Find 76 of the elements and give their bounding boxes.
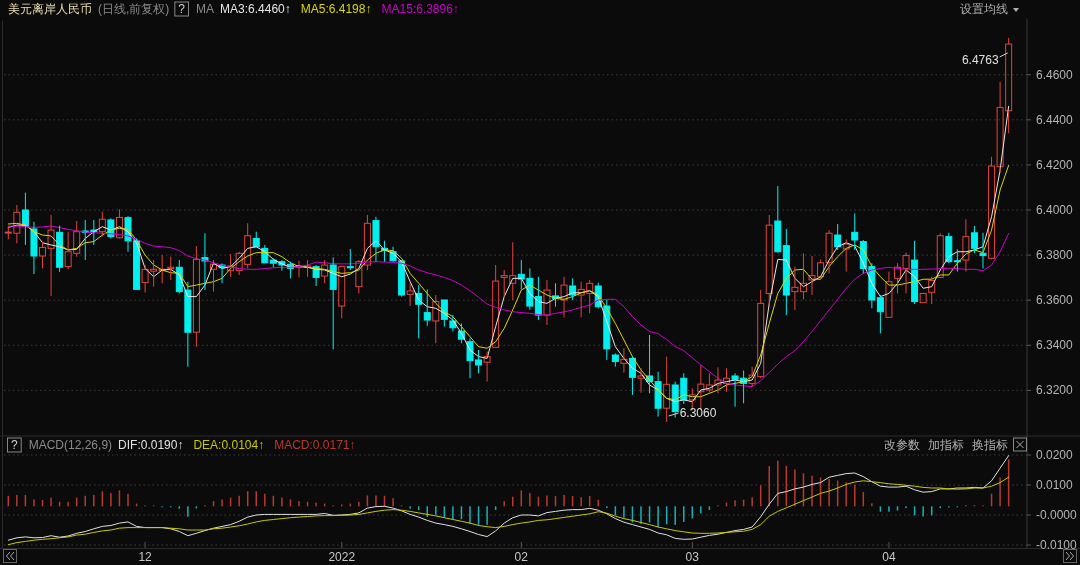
y-tick-label: 6.3200 (1036, 383, 1074, 398)
candlestick (834, 223, 842, 251)
text: DIF:0.0190↑ (118, 438, 184, 452)
line-series (7, 455, 1010, 541)
help-box: ? (174, 1, 189, 17)
candlestick (842, 238, 850, 273)
y-tick-label: 0.0100 (1036, 478, 1074, 492)
candlestick (432, 294, 440, 344)
candlestick (30, 221, 38, 275)
y-tick-label: 6.3800 (1036, 248, 1074, 263)
candlestick (329, 256, 337, 350)
candlestick (936, 232, 944, 278)
candlestick (928, 276, 936, 305)
annotation: 改参数 (884, 438, 920, 452)
y-tick-label: 6.3400 (1036, 338, 1074, 353)
candlestick (21, 192, 29, 246)
candlestick (227, 253, 235, 278)
text: MA15:6.3896↑ (381, 2, 459, 16)
candlestick (970, 225, 978, 254)
candlestick (560, 276, 568, 318)
text: MA3:6.4460↑ (220, 2, 291, 16)
y-tick-label: 6.3600 (1036, 293, 1074, 308)
y-tick-label: 6.4400 (1036, 112, 1074, 127)
chart-title: 美元离岸人民币 (8, 2, 92, 16)
x-tick-label: 03 (685, 550, 700, 564)
y-tick-label: 6.4600 (1036, 67, 1074, 82)
candlestick (372, 216, 380, 263)
legend-title: MACD(12,26,9) (28, 438, 113, 452)
line-series (7, 476, 1010, 546)
text: 设置均线 (960, 2, 1008, 16)
x-tick-label: 04 (882, 550, 896, 564)
candlestick (192, 245, 200, 348)
y-tick-label: 6.4200 (1036, 157, 1074, 172)
chart-subtitle: (日线,前复权) (98, 2, 170, 16)
y-tick-label: -0.0100 (1036, 538, 1078, 552)
candlestick (611, 352, 619, 368)
candlestick (911, 240, 919, 305)
candlestick (663, 356, 671, 423)
candlestick (543, 279, 551, 326)
legend-title: MA (196, 2, 215, 16)
candlestick (406, 282, 414, 307)
candlestick (321, 259, 329, 284)
x-tick-label: 02 (514, 550, 529, 564)
candlestick (492, 264, 500, 348)
candlestick (637, 367, 645, 394)
candlestick (569, 277, 577, 301)
y-tick-label: -0.0000 (1036, 508, 1078, 522)
text: DEA:0.0104↑ (193, 438, 265, 452)
candlestick (346, 248, 354, 271)
candlestick (851, 212, 859, 251)
candlestick (338, 266, 346, 319)
annotation: 加指标 (928, 438, 964, 452)
help-box: ? (7, 437, 22, 453)
x-tick-label: 2022 (328, 550, 356, 564)
text: MA5:6.4198↑ (300, 2, 372, 16)
candlestick (782, 228, 790, 316)
candlestick (885, 271, 893, 318)
candlestick (483, 351, 491, 383)
x-tick-label: 12 (138, 550, 153, 564)
candlestick (620, 347, 628, 374)
annotation: 6.3060 (679, 405, 717, 420)
annotation: 6.4763 (961, 52, 999, 67)
candlestick (962, 218, 970, 273)
candlestick (979, 232, 987, 269)
candlestick (167, 256, 175, 281)
text: MACD:0.0171↑ (274, 438, 356, 452)
candlestick (423, 288, 431, 327)
line-series (7, 105, 1010, 403)
y-tick-label: 0.0200 (1036, 448, 1074, 462)
annotation: 换指标 (972, 438, 1008, 452)
annotation: ? (11, 438, 18, 452)
candlestick (210, 259, 217, 293)
candlestick (774, 185, 782, 253)
candlestick (765, 214, 773, 308)
line-series (7, 164, 1010, 401)
y-tick-label: 6.4000 (1036, 203, 1074, 218)
